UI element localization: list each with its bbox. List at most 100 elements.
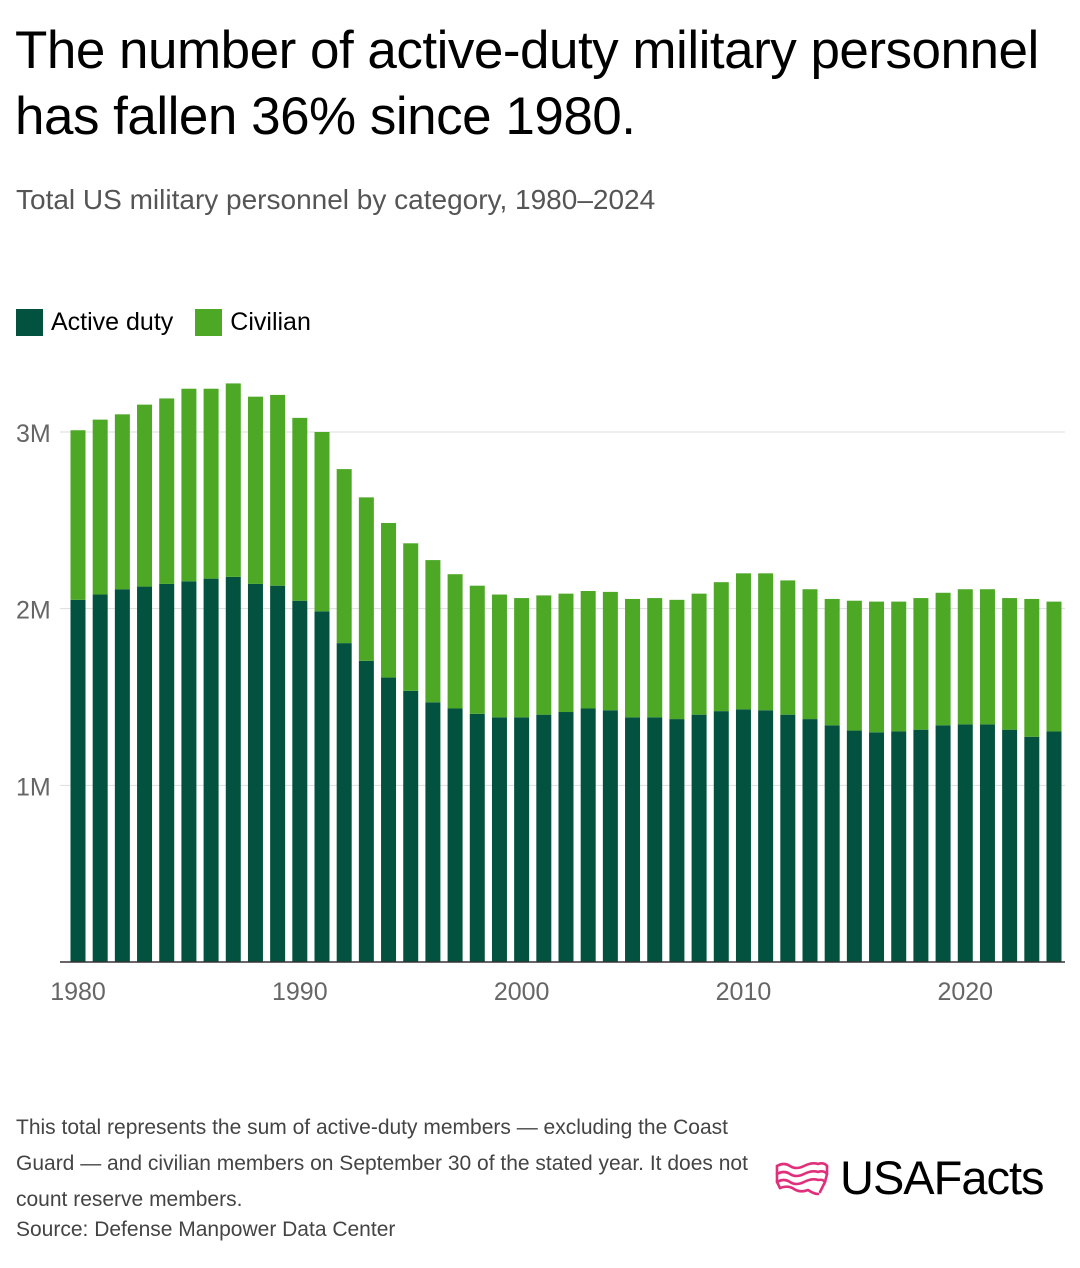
bar-civilian-1980	[70, 430, 86, 600]
bar-active-1991	[314, 611, 330, 962]
bar-civilian-2019	[935, 592, 951, 726]
legend-label-active: Active duty	[51, 308, 174, 336]
bar-active-2011	[758, 710, 774, 962]
bar-active-1983	[137, 586, 153, 962]
bar-civilian-2001	[536, 595, 552, 715]
bar-active-2004	[602, 710, 618, 962]
bar-active-2016	[869, 732, 885, 962]
bar-active-2015	[846, 730, 862, 962]
bar-civilian-1986	[203, 388, 219, 579]
bar-civilian-2012	[780, 580, 796, 715]
bar-active-1982	[114, 589, 130, 962]
bar-active-2002	[558, 712, 574, 962]
bar-civilian-1991	[314, 432, 330, 612]
bar-active-1988	[247, 583, 263, 962]
x-tick-label-1980: 1980	[50, 978, 106, 1006]
chart-title: The number of active-duty military perso…	[15, 21, 1039, 146]
bar-civilian-2018	[913, 598, 929, 730]
x-tick-label-1990: 1990	[272, 978, 328, 1006]
bar-active-2012	[780, 714, 796, 962]
bar-civilian-1998	[469, 585, 485, 714]
bar-active-2001	[536, 714, 552, 962]
bar-active-1994	[381, 677, 397, 962]
bar-active-1987	[225, 576, 241, 962]
y-tick-label-1M: 1M	[16, 773, 51, 801]
stacked-bar-chart: 1M 2M 3M 1980 1990 2000 2010 2020	[16, 383, 1065, 1006]
legend-item-civilian: Civilian	[195, 308, 311, 337]
bar-civilian-2017	[891, 601, 907, 732]
bar-civilian-1996	[425, 560, 441, 703]
legend-swatch-active	[16, 309, 43, 336]
bar-civilian-2022	[1002, 598, 1018, 730]
bar-active-1993	[358, 660, 374, 962]
bar-active-1986	[203, 578, 219, 962]
y-tick-label-3M: 3M	[16, 420, 51, 448]
y-tick-label-2M: 2M	[16, 597, 51, 625]
x-tick-label-2010: 2010	[716, 978, 772, 1006]
bar-civilian-1984	[159, 398, 175, 584]
bar-civilian-1993	[358, 497, 374, 661]
chart-subtitle: Total US military personnel by category,…	[16, 184, 656, 215]
bar-active-2010	[735, 709, 751, 962]
legend-item-active: Active duty	[16, 308, 173, 337]
bar-active-1984	[159, 583, 175, 962]
bar-civilian-2011	[758, 573, 774, 711]
bar-active-2023	[1024, 736, 1040, 962]
bar-civilian-1987	[225, 383, 241, 577]
bar-civilian-2002	[558, 593, 574, 713]
bar-active-2024	[1046, 731, 1062, 962]
bar-civilian-2005	[625, 598, 641, 718]
bar-active-1996	[425, 702, 441, 962]
bar-civilian-1981	[92, 419, 108, 595]
x-tick-label-2000: 2000	[494, 978, 550, 1006]
source-note: Source: Defense Manpower Data Center	[16, 1218, 396, 1241]
bar-active-2007	[669, 719, 685, 962]
bar-active-2000	[514, 717, 530, 962]
bar-active-2003	[580, 708, 596, 962]
bar-active-2018	[913, 729, 929, 962]
bar-active-2013	[802, 719, 818, 962]
bar-civilian-1990	[292, 417, 308, 601]
bar-civilian-2000	[514, 598, 530, 718]
bar-active-2009	[713, 711, 729, 962]
bar-civilian-1988	[247, 396, 263, 584]
bar-civilian-2020	[957, 589, 973, 725]
bar-active-1989	[270, 585, 286, 962]
legend-label-civilian: Civilian	[230, 308, 311, 336]
bar-active-1992	[336, 643, 352, 962]
bar-civilian-2004	[602, 591, 618, 711]
bar-active-2019	[935, 725, 951, 962]
bar-active-2005	[625, 717, 641, 962]
bar-active-1990	[292, 600, 308, 962]
bar-active-2017	[891, 731, 907, 962]
bar-active-1995	[403, 690, 419, 962]
bar-active-2008	[691, 714, 707, 962]
bar-civilian-2009	[713, 582, 729, 712]
bar-active-2006	[647, 717, 663, 962]
bar-civilian-2014	[824, 598, 840, 726]
bar-active-1985	[181, 581, 197, 962]
legend-swatch-civilian	[195, 309, 223, 336]
bar-civilian-1989	[270, 394, 286, 586]
bar-civilian-1999	[491, 594, 507, 718]
bar-civilian-2013	[802, 589, 818, 720]
bar-active-2014	[824, 725, 840, 962]
bar-civilian-2003	[580, 591, 596, 709]
bar-civilian-1992	[336, 469, 352, 644]
bar-active-1998	[469, 713, 485, 962]
bar-active-2021	[979, 724, 995, 962]
bar-civilian-2010	[735, 573, 751, 710]
bar-civilian-2006	[647, 598, 663, 718]
bar-civilian-2021	[979, 589, 995, 725]
bar-active-1981	[92, 594, 108, 962]
bar-civilian-1982	[114, 414, 130, 590]
bar-civilian-2023	[1024, 598, 1040, 737]
x-tick-label-2020: 2020	[937, 978, 993, 1006]
footnote: This total represents the sum of active-…	[16, 1116, 748, 1211]
bar-active-2022	[1002, 729, 1018, 962]
bar-active-2020	[957, 724, 973, 962]
bar-civilian-1985	[181, 388, 197, 582]
bar-civilian-1997	[447, 574, 463, 709]
usafacts-logo: USAFacts	[774, 1150, 1045, 1205]
legend: Active duty Civilian	[16, 308, 333, 337]
